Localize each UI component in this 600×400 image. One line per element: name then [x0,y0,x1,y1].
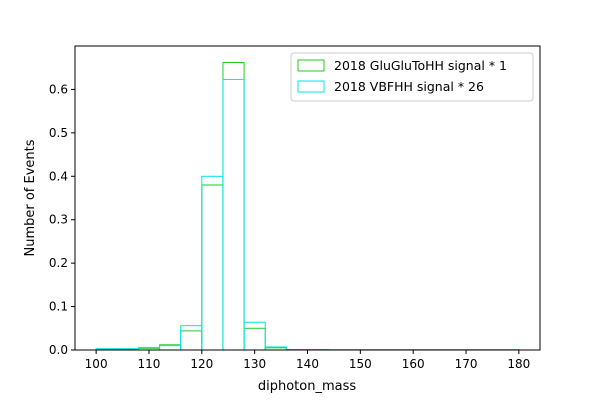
x-tick-label: 170 [455,357,478,371]
bar-series-1-bin-5 [201,175,224,351]
x-axis-ticks: 100 110 120 130 140 150 160 170 180 [85,350,530,371]
bar-series-0-bin-7 [243,327,266,351]
bar-series-0-bin-5 [201,184,224,351]
bar-series-0-bin-4 [180,330,203,351]
x-tick-label: 180 [507,357,530,371]
x-tick-label: 150 [349,357,372,371]
legend-label-1: 2018 VBFHH signal * 26 [334,79,484,94]
legend: 2018 GluGluToHH signal * 1 2018 VBFHH sig… [290,52,534,102]
legend-label-0: 2018 GluGluToHH signal * 1 [334,58,507,73]
series-1 [95,78,520,351]
bar-series-1-bin-6 [222,78,245,351]
bar-series-1-bin-7 [243,321,266,351]
y-tick-label: 0.0 [49,343,68,357]
y-tick-label: 0.4 [49,169,68,183]
x-tick-label: 110 [138,357,161,371]
x-tick-label: 140 [296,357,319,371]
y-tick-label: 0.6 [49,82,68,96]
bar-series-1-bin-3 [159,345,182,351]
x-tick-label: 130 [243,357,266,371]
y-axis-label: Number of Events [23,139,38,256]
y-tick-label: 0.2 [49,256,68,270]
bar-series-1-bin-4 [180,325,203,351]
bar-series-0-bin-6 [222,62,245,351]
legend-swatch-0 [297,59,325,72]
y-tick-label: 0.1 [49,300,68,314]
series-0 [95,62,520,351]
legend-swatch-1 [297,80,325,93]
x-tick-label: 160 [402,357,425,371]
legend-box [290,52,534,102]
series-steps [95,62,520,351]
x-axis-label: diphoton_mass [258,379,357,394]
y-tick-label: 0.5 [49,126,68,140]
y-tick-label: 0.3 [49,213,68,227]
y-axis-ticks: 0.0 0.1 0.2 0.3 0.4 0.5 0.6 [49,82,75,357]
x-tick-label: 120 [190,357,213,371]
x-tick-label: 100 [85,357,108,371]
